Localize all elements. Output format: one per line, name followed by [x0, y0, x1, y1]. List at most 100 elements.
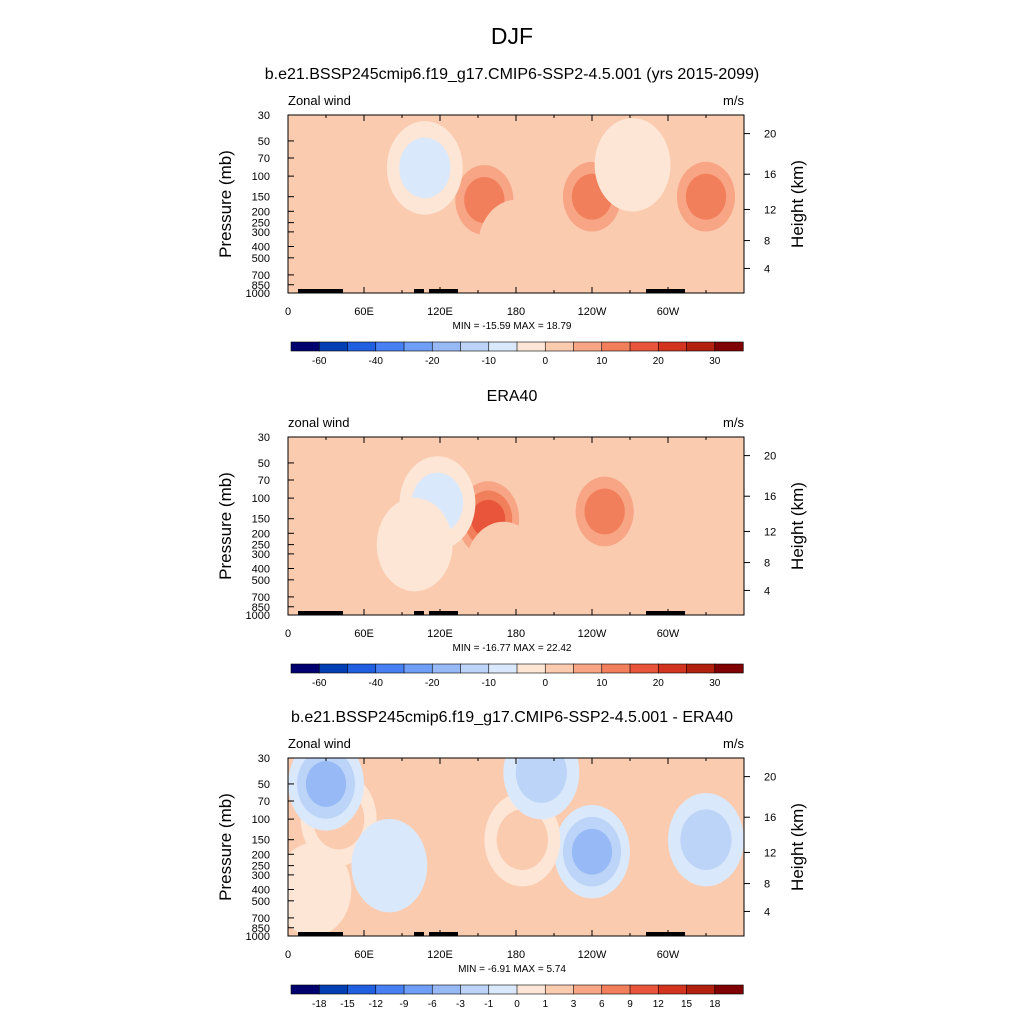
colorbar-label: 6: [599, 999, 605, 1010]
colorbar-swatch: [290, 341, 320, 352]
colorbar-label: 30: [709, 678, 721, 689]
colorbar-label: -20: [425, 678, 440, 689]
colorbar-swatch: [347, 663, 377, 674]
y-tick-label: 200: [252, 849, 270, 861]
contour-feature-5: [305, 760, 347, 807]
y-tick-label: 400: [252, 241, 270, 253]
colorbar-swatch: [516, 341, 546, 352]
y-tick-label: 30: [258, 110, 270, 122]
colorbar-swatch: [573, 984, 603, 995]
colorbar-label: -6: [428, 999, 437, 1010]
colorbar-swatch: [629, 984, 659, 995]
colorbar-swatch: [431, 663, 462, 674]
y-axis-label: Pressure (mb): [216, 793, 235, 901]
y-axis-label: Pressure (mb): [216, 150, 235, 258]
colorbar-label: -40: [369, 678, 384, 689]
y-axis-right-label: Height (km): [788, 160, 807, 248]
y-axis-right-label: Height (km): [788, 803, 807, 891]
contour-field: [386, 118, 744, 293]
colorbar-swatch: [601, 984, 631, 995]
x-tick-label: 120W: [578, 306, 607, 318]
colorbar-swatch: [488, 984, 518, 995]
y-tick-label: 70: [258, 153, 270, 165]
min-max-stats: MIN = -6.91 MAX = 5.74: [458, 964, 566, 975]
y-tick-label: 50: [258, 458, 270, 470]
topography-bar: [325, 289, 343, 293]
colorbar-swatch: [403, 984, 433, 995]
y-right-tick-label: 12: [764, 526, 776, 538]
x-tick-label: 0: [285, 306, 291, 318]
panel-1: b.e21.BSSP245cmip6.f19_g17.CMIP6-SSP2-4.…: [216, 66, 807, 367]
y-tick-label: 1000: [246, 610, 270, 622]
y-tick-label: 500: [252, 575, 270, 587]
min-max-stats: MIN = -16.77 MAX = 22.42: [453, 643, 572, 654]
y-right-tick-label: 16: [764, 491, 776, 503]
colorbar-swatch: [657, 663, 688, 674]
y-tick-label: 250: [252, 540, 270, 552]
contour-field: [288, 758, 744, 936]
colorbar-swatch: [431, 341, 462, 352]
y-right-tick-label: 4: [764, 263, 770, 275]
y-tick-label: 1000: [246, 931, 270, 943]
min-max-stats: MIN = -15.59 MAX = 18.79: [453, 321, 572, 332]
contour-feature-5: [376, 497, 453, 592]
x-tick-label: 120E: [427, 306, 453, 318]
colorbar-label: 20: [653, 678, 665, 689]
y-right-tick-label: 20: [764, 451, 776, 463]
colorbar-label: 10: [596, 678, 608, 689]
topography-bar: [429, 289, 458, 293]
y-tick-label: 300: [252, 870, 270, 882]
colorbar-swatch: [460, 984, 490, 995]
topography-bar: [429, 611, 458, 615]
topography-bar: [325, 611, 343, 615]
colorbar-swatch: [403, 341, 433, 352]
x-tick-label: 120W: [578, 949, 607, 961]
colorbar-label: -15: [340, 999, 355, 1010]
colorbar-label: -10: [482, 356, 497, 367]
y-right-tick-label: 12: [764, 204, 776, 216]
y-tick-label: 700: [252, 592, 270, 604]
panel-title: b.e21.BSSP245cmip6.f19_g17.CMIP6-SSP2-4.…: [265, 66, 760, 83]
y-tick-label: 30: [258, 753, 270, 765]
topography-bar: [429, 932, 458, 936]
contour-feature-2: [680, 809, 732, 870]
contour-feature-4: [465, 521, 542, 615]
colorbar-label: 9: [627, 999, 633, 1010]
topography-bar: [646, 611, 685, 615]
variable-label: Zonal wind: [288, 93, 351, 108]
colorbar-label: -9: [400, 999, 409, 1010]
y-tick-label: 300: [252, 549, 270, 561]
colorbar-swatch: [629, 663, 659, 674]
colorbar-swatch: [544, 984, 575, 995]
colorbar-label: -60: [312, 678, 327, 689]
panel-2: ERA40 zonal wind m/s Pressure (mb) Height (k…: [216, 388, 807, 689]
colorbar-label: -12: [369, 999, 384, 1010]
y-tick-label: 500: [252, 896, 270, 908]
colorbar-swatch: [714, 663, 744, 674]
colorbar-label: 0: [542, 356, 548, 367]
colorbar-label: 3: [571, 999, 577, 1010]
y-right-tick-label: 20: [764, 772, 776, 784]
colorbar-label: 0: [514, 999, 520, 1010]
colorbar-swatch: [488, 663, 518, 674]
y-right-tick-label: 12: [764, 847, 776, 859]
colorbar-label: -1: [484, 999, 493, 1010]
y-tick-label: 250: [252, 861, 270, 873]
y-tick-label: 100: [252, 171, 270, 183]
y-tick-label: 400: [252, 563, 270, 575]
y-tick-label: 100: [252, 493, 270, 505]
variable-label: zonal wind: [288, 415, 349, 430]
colorbar-swatch: [375, 341, 405, 352]
x-tick-label: 0: [285, 628, 291, 640]
y-tick-label: 70: [258, 796, 270, 808]
colorbar-label: 0: [542, 678, 548, 689]
colorbar-swatch: [290, 663, 320, 674]
topography-bar: [298, 289, 326, 293]
colorbar-label: -40: [369, 356, 384, 367]
y-tick-label: 50: [258, 136, 270, 148]
x-tick-label: 180: [507, 628, 525, 640]
units-label: m/s: [723, 415, 744, 430]
x-tick-label: 180: [507, 306, 525, 318]
colorbar-swatch: [601, 663, 631, 674]
